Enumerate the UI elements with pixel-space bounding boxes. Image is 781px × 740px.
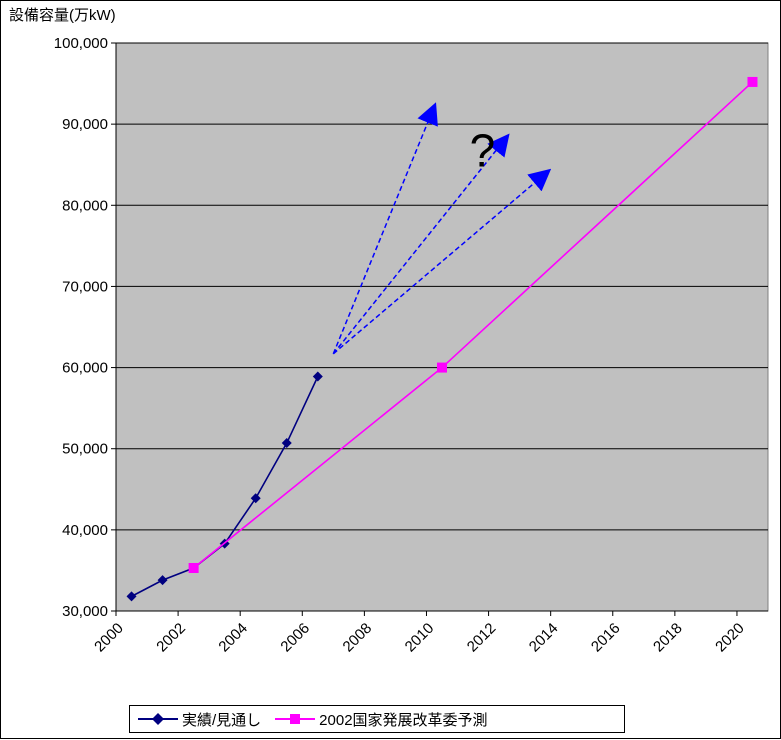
chart-legend: 実績/見通し 2002国家発展改革委予測 — [129, 705, 625, 733]
y-axis-label: 設備容量(万kW) — [9, 7, 116, 24]
data-point-diamond — [312, 371, 323, 382]
x-tick-label: 2014 — [526, 620, 562, 656]
legend-marker-diamond — [138, 713, 178, 725]
y-tick-label: 70,000 — [62, 278, 108, 295]
x-tick-label: 2010 — [402, 620, 438, 656]
x-tick-label: 2016 — [588, 620, 624, 656]
y-tick-label: 30,000 — [62, 603, 108, 620]
legend-label: 実績/見通し — [182, 711, 262, 729]
x-tick-label: 2012 — [464, 620, 500, 656]
projection-arrow — [332, 102, 438, 355]
plot-area — [115, 42, 769, 612]
x-tick-label: 2018 — [650, 620, 686, 656]
y-tick-label: 100,000 — [54, 35, 108, 52]
y-tick-label: 60,000 — [62, 360, 108, 377]
data-point-diamond — [281, 438, 292, 449]
data-point-square — [188, 562, 199, 573]
data-point-diamond — [250, 493, 261, 504]
x-tick-label: 2000 — [91, 620, 127, 656]
x-tick-label: 2006 — [277, 620, 313, 656]
x-tick-label: 2004 — [215, 620, 251, 656]
legend-item-series-0: 実績/見通し — [138, 709, 261, 730]
legend-label: 2002国家発展改革委予測 — [319, 711, 488, 729]
y-tick-label: 80,000 — [62, 197, 108, 214]
projection-arrow — [332, 133, 510, 355]
x-tick-label: 2008 — [340, 620, 376, 656]
legend-item-series-1: 2002国家発展改革委予測 — [275, 709, 488, 730]
legend-marker-square — [275, 714, 316, 724]
y-tick-label: 40,000 — [62, 522, 108, 539]
data-point-diamond — [157, 575, 168, 586]
y-tick-label: 50,000 — [62, 441, 108, 458]
x-tick-label: 2020 — [712, 620, 748, 656]
x-tick-label: 2002 — [153, 620, 189, 656]
data-point-square — [437, 362, 447, 373]
data-point-square — [747, 76, 758, 87]
projection-arrow — [332, 168, 552, 355]
data-point-diamond — [126, 591, 137, 602]
y-tick-label: 90,000 — [62, 116, 108, 133]
question-mark: ? — [470, 124, 496, 176]
